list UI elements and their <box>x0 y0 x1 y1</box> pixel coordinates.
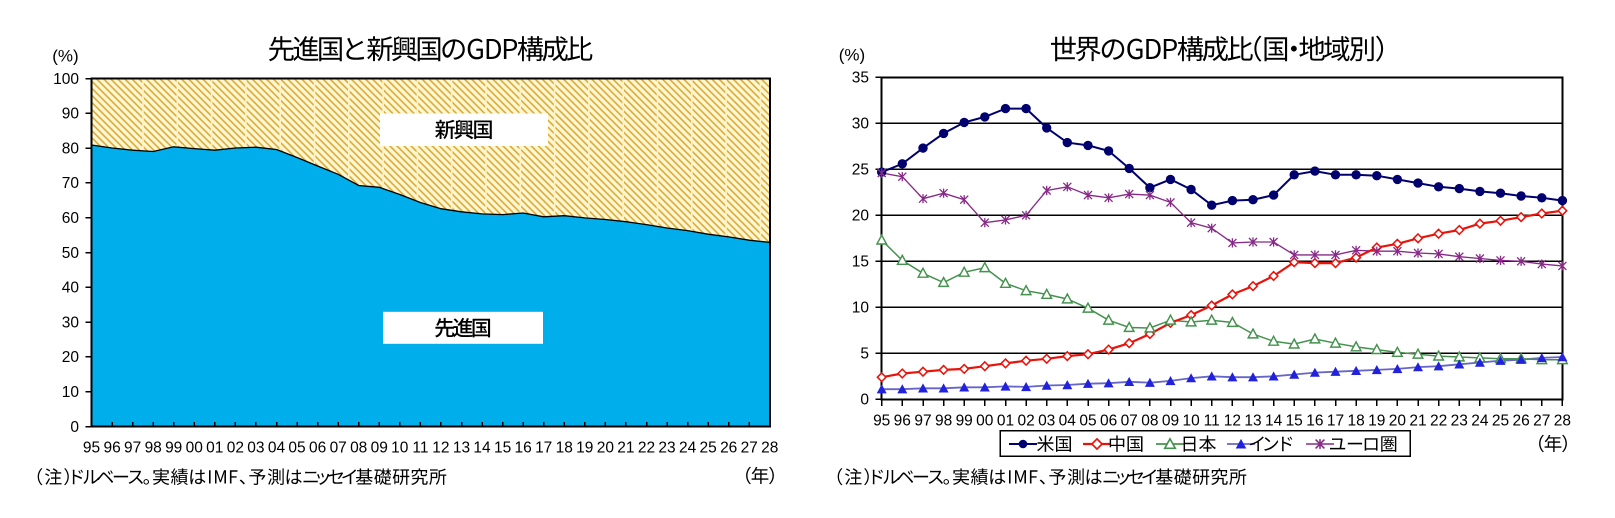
svg-text:80: 80 <box>62 140 80 157</box>
svg-text:05: 05 <box>1079 413 1096 430</box>
svg-text:35: 35 <box>852 70 869 87</box>
svg-text:40: 40 <box>62 280 80 297</box>
svg-text:13: 13 <box>1244 413 1261 430</box>
svg-text:20: 20 <box>852 208 870 225</box>
svg-text:20: 20 <box>1389 413 1407 430</box>
svg-text:99: 99 <box>165 440 182 457</box>
svg-text:10: 10 <box>1182 413 1200 430</box>
svg-text:10: 10 <box>852 300 870 317</box>
svg-text:70: 70 <box>62 175 80 192</box>
svg-text:26: 26 <box>1512 413 1529 430</box>
svg-text:50: 50 <box>62 245 80 262</box>
svg-text:25: 25 <box>1492 413 1509 430</box>
svg-text:26: 26 <box>720 440 737 457</box>
svg-text:14: 14 <box>473 440 491 457</box>
svg-text:01: 01 <box>997 413 1014 430</box>
svg-text:01: 01 <box>206 440 223 457</box>
svg-text:00: 00 <box>186 440 204 457</box>
svg-text:05: 05 <box>288 440 305 457</box>
svg-text:0: 0 <box>860 392 869 409</box>
svg-text:25: 25 <box>852 162 869 179</box>
svg-text:03: 03 <box>1038 413 1055 430</box>
svg-text:100: 100 <box>53 71 79 88</box>
svg-text:96: 96 <box>894 413 911 430</box>
svg-text:27: 27 <box>741 440 758 457</box>
svg-text:04: 04 <box>268 440 286 457</box>
svg-text:97: 97 <box>914 413 931 430</box>
svg-text:96: 96 <box>103 440 120 457</box>
svg-text:28: 28 <box>1554 413 1571 430</box>
svg-text:21: 21 <box>1409 413 1426 430</box>
svg-text:13: 13 <box>453 440 470 457</box>
svg-text:20: 20 <box>597 440 615 457</box>
svg-text:11: 11 <box>1204 413 1220 430</box>
svg-text:22: 22 <box>638 440 655 457</box>
svg-text:18: 18 <box>1347 413 1364 430</box>
svg-text:60: 60 <box>62 210 80 227</box>
svg-text:11: 11 <box>412 440 428 457</box>
svg-text:10: 10 <box>62 384 80 401</box>
svg-text:30: 30 <box>62 314 80 331</box>
svg-text:06: 06 <box>309 440 326 457</box>
svg-text:(%): (%) <box>839 46 865 65</box>
svg-text:15: 15 <box>494 440 511 457</box>
svg-text:24: 24 <box>679 440 697 457</box>
svg-text:04: 04 <box>1059 413 1077 430</box>
svg-text:15: 15 <box>1286 413 1303 430</box>
svg-text:08: 08 <box>1141 413 1158 430</box>
svg-text:27: 27 <box>1533 413 1550 430</box>
svg-text:99: 99 <box>956 413 973 430</box>
svg-text:14: 14 <box>1265 413 1283 430</box>
svg-text:00: 00 <box>976 413 994 430</box>
svg-text:16: 16 <box>1306 413 1323 430</box>
svg-text:17: 17 <box>1327 413 1344 430</box>
svg-text:12: 12 <box>1224 413 1241 430</box>
svg-text:0: 0 <box>70 419 79 436</box>
svg-text:08: 08 <box>350 440 367 457</box>
svg-text:16: 16 <box>514 440 531 457</box>
svg-text:18: 18 <box>556 440 573 457</box>
svg-text:95: 95 <box>83 440 100 457</box>
svg-text:07: 07 <box>330 440 347 457</box>
svg-text:09: 09 <box>1162 413 1179 430</box>
svg-text:10: 10 <box>391 440 409 457</box>
svg-text:20: 20 <box>62 349 80 366</box>
svg-text:22: 22 <box>1430 413 1447 430</box>
svg-text:28: 28 <box>761 440 778 457</box>
svg-text:97: 97 <box>124 440 141 457</box>
svg-text:19: 19 <box>1368 413 1385 430</box>
svg-text:23: 23 <box>1451 413 1468 430</box>
svg-text:09: 09 <box>371 440 388 457</box>
svg-text:95: 95 <box>873 413 890 430</box>
svg-text:98: 98 <box>145 440 162 457</box>
svg-text:90: 90 <box>62 106 80 123</box>
svg-text:17: 17 <box>535 440 552 457</box>
svg-text:23: 23 <box>658 440 675 457</box>
svg-text:19: 19 <box>576 440 593 457</box>
svg-text:03: 03 <box>247 440 264 457</box>
svg-text:02: 02 <box>1017 413 1034 430</box>
svg-text:30: 30 <box>852 116 870 133</box>
svg-text:98: 98 <box>935 413 952 430</box>
svg-text:12: 12 <box>432 440 449 457</box>
svg-text:5: 5 <box>860 346 869 363</box>
svg-text:15: 15 <box>852 254 869 271</box>
svg-text:02: 02 <box>227 440 244 457</box>
svg-text:06: 06 <box>1100 413 1117 430</box>
svg-text:(%): (%) <box>52 47 78 66</box>
svg-text:24: 24 <box>1471 413 1489 430</box>
svg-text:25: 25 <box>699 440 716 457</box>
svg-text:21: 21 <box>617 440 634 457</box>
svg-text:07: 07 <box>1121 413 1138 430</box>
